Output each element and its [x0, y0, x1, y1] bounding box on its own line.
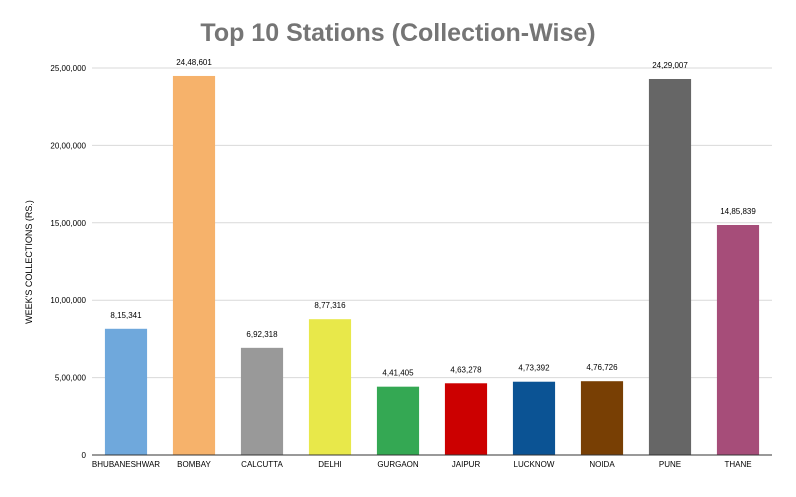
y-tick-label: 25,00,000 [50, 64, 86, 73]
bar [104, 328, 148, 455]
x-tick-label: BHUBANESHWAR [92, 460, 160, 469]
bar [308, 319, 352, 455]
axes: 0 5,00,000 10,00,000 15,00,000 20,00,000 25,0… [50, 64, 772, 469]
x-tick-label: PUNE [659, 460, 681, 469]
data-label: 24,29,007 [652, 61, 688, 70]
bar [648, 78, 692, 455]
x-tick-label: LUCKNOW [514, 460, 555, 469]
bar [376, 386, 420, 455]
bar [512, 381, 556, 455]
bar [240, 347, 284, 455]
x-tick-label: DELHI [318, 460, 342, 469]
data-label: 4,76,726 [586, 363, 618, 372]
data-labels: 8,15,341 24,48,601 6,92,318 8,77,316 4,41,40… [110, 58, 756, 378]
x-tick-label: GURGAON [377, 460, 419, 469]
y-tick-label: 20,00,000 [50, 141, 86, 150]
data-label: 4,63,278 [450, 365, 482, 374]
x-tick-label: THANE [724, 460, 751, 469]
bars [104, 75, 760, 455]
data-label: 24,48,601 [176, 58, 212, 67]
data-label: 14,85,839 [720, 207, 756, 216]
y-axis-label: WEEK'S COLLECTIONS (RS.) [24, 200, 34, 324]
y-tick-label: 5,00,000 [55, 374, 87, 383]
bar [444, 383, 488, 455]
data-label: 6,92,318 [246, 330, 278, 339]
bar [172, 75, 216, 455]
x-tick-label: NOIDA [589, 460, 615, 469]
y-tick-label: 0 [82, 451, 87, 460]
y-tick-label: 15,00,000 [50, 219, 86, 228]
x-tick-label: JAIPUR [452, 460, 481, 469]
data-label: 4,73,392 [518, 364, 550, 373]
data-label: 4,41,405 [382, 369, 414, 378]
x-tick-label: BOMBAY [177, 460, 211, 469]
chart-title: Top 10 Stations (Collection-Wise) [200, 19, 596, 47]
y-tick-label: 10,00,000 [50, 296, 86, 305]
x-tick-label: CALCUTTA [241, 460, 283, 469]
data-label: 8,77,316 [314, 301, 346, 310]
data-label: 8,15,341 [110, 311, 142, 320]
bar [580, 381, 624, 455]
bar [716, 224, 760, 455]
